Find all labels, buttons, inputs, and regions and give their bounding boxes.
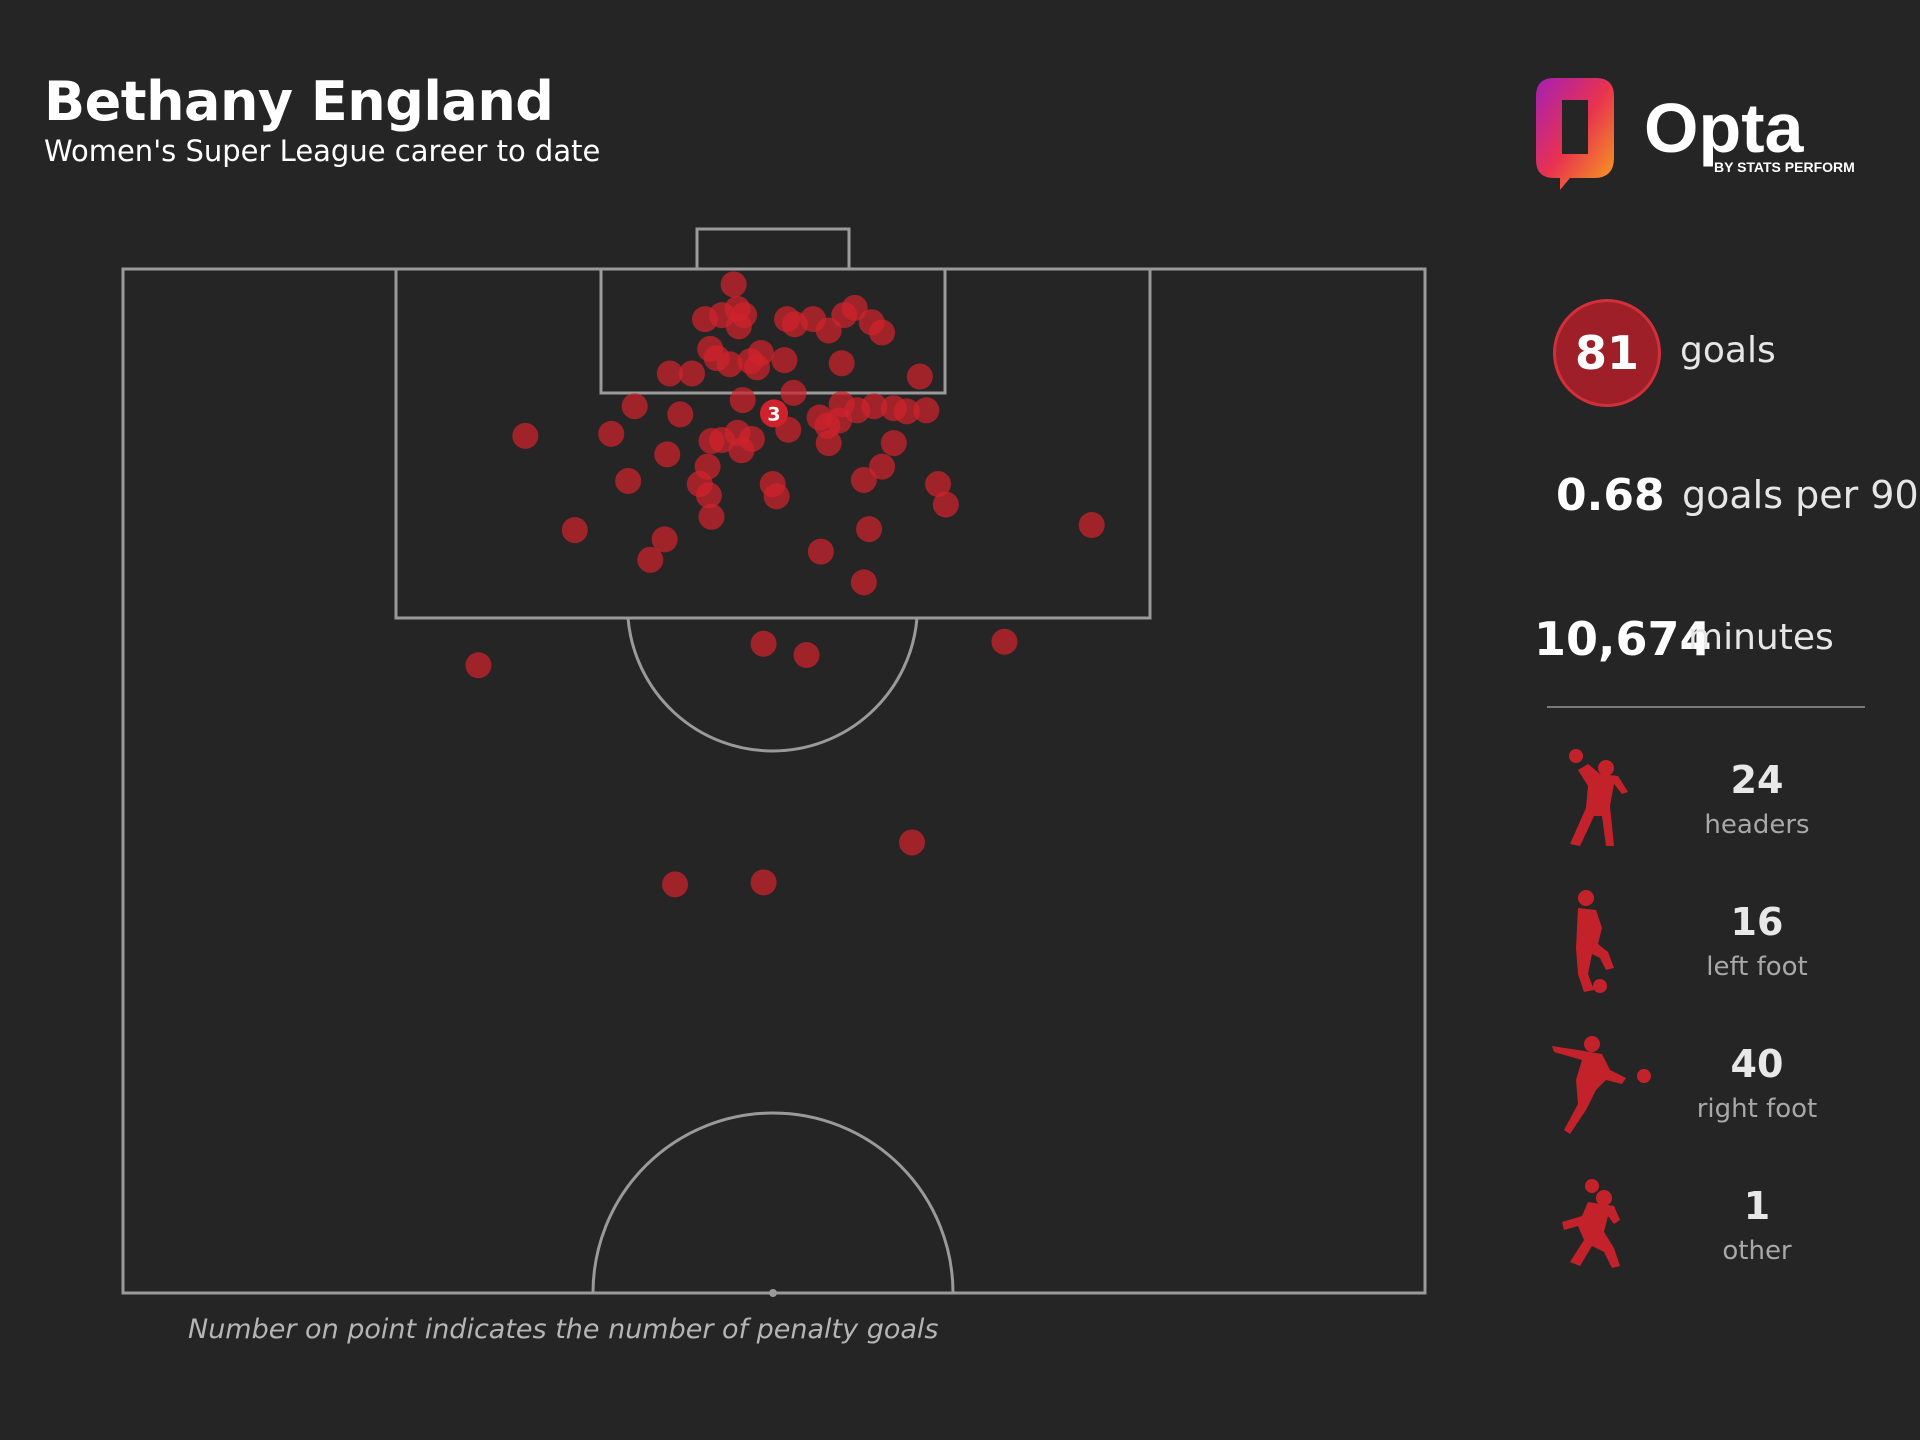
goals-badge: 81 xyxy=(1553,299,1661,407)
goal-dot xyxy=(615,467,642,494)
goal-dot xyxy=(841,294,868,321)
right-foot-player-icon xyxy=(1552,1036,1651,1134)
goal-dot xyxy=(893,398,920,425)
stats-divider xyxy=(1547,706,1865,708)
opta-logo: Opta BY STATS PERFORM xyxy=(1536,78,1855,190)
penalty-area xyxy=(394,267,1152,620)
chart-subtitle: Women's Super League career to date xyxy=(44,134,601,168)
goal-dot xyxy=(656,360,683,387)
goal-dot xyxy=(763,483,790,510)
goal-dots xyxy=(465,271,1105,898)
penalty-goals-dot xyxy=(760,399,788,428)
goal-dot xyxy=(695,482,722,509)
goal-dot xyxy=(869,453,896,480)
goal xyxy=(695,227,851,271)
svg-text:Opta: Opta xyxy=(1644,89,1805,167)
left-foot-label: left foot xyxy=(1706,952,1808,982)
right-foot-label: right foot xyxy=(1696,1094,1818,1124)
penalty-marker: 3 xyxy=(760,399,788,428)
goal-dot xyxy=(512,422,539,449)
goal-dot xyxy=(906,363,933,390)
goal-dot xyxy=(667,401,694,428)
goals-per-90-label: goals per 90 xyxy=(1682,473,1919,517)
goal-dot xyxy=(465,652,492,679)
header-player-icon xyxy=(1569,749,1628,846)
minutes-value: 10,674 xyxy=(1534,612,1712,666)
goal-dot xyxy=(651,526,678,553)
goal-dot xyxy=(698,503,725,530)
goal-dot xyxy=(737,348,764,375)
goal-dot xyxy=(728,437,755,464)
goal-dot xyxy=(678,360,705,387)
goal-dot xyxy=(869,319,896,346)
headers-count: 24 xyxy=(1730,758,1784,802)
goal-dot xyxy=(716,351,743,378)
goal-dot xyxy=(729,387,756,414)
chart-title: Bethany England xyxy=(44,70,554,133)
goal-dot xyxy=(750,869,777,896)
minutes-label: minutes xyxy=(1688,617,1834,658)
goal-dot xyxy=(807,538,834,565)
goal-dot xyxy=(793,642,820,669)
goals-per-90-value: 0.68 xyxy=(1556,470,1665,521)
goal-dot xyxy=(991,628,1018,655)
svg-text:BY STATS PERFORM: BY STATS PERFORM xyxy=(1714,159,1855,175)
goal-dot xyxy=(861,393,888,420)
headers-label: headers xyxy=(1704,810,1810,840)
penalty-goals-count: 3 xyxy=(767,403,780,425)
goal-dot xyxy=(561,517,588,544)
goal-dot xyxy=(691,306,718,333)
right-foot-count: 40 xyxy=(1730,1042,1784,1086)
goal-dot xyxy=(828,350,855,377)
goals-label: goals xyxy=(1680,330,1776,371)
goal-dot xyxy=(899,829,926,856)
goal-dot xyxy=(856,516,883,543)
goal-dot xyxy=(925,471,952,498)
goal-dot xyxy=(598,420,625,447)
left-foot-player-icon xyxy=(1576,890,1614,993)
goal-dot xyxy=(1078,512,1105,538)
goal-dot xyxy=(637,546,664,573)
goal-dot xyxy=(880,430,907,457)
other-label: other xyxy=(1722,1236,1792,1266)
goal-dot xyxy=(750,630,777,657)
goal-dot xyxy=(815,430,842,457)
other-count: 1 xyxy=(1743,1184,1771,1228)
goal-dot xyxy=(850,466,877,493)
penalty-arc xyxy=(626,617,919,753)
goal-dot xyxy=(720,271,747,298)
goal-dot xyxy=(725,313,752,340)
goal-dot xyxy=(932,491,959,518)
goal-dot xyxy=(850,569,877,596)
goal-dot xyxy=(621,393,648,420)
goal-dot xyxy=(780,379,807,406)
other-player-icon xyxy=(1562,1179,1620,1268)
centre-circle xyxy=(591,1111,955,1294)
goal-dot xyxy=(708,427,735,454)
goal-dot xyxy=(654,441,681,468)
goal-dot xyxy=(815,317,842,344)
left-foot-count: 16 xyxy=(1730,900,1784,944)
goal-dot xyxy=(771,347,798,374)
footnote: Number on point indicates the number of … xyxy=(188,1314,939,1345)
goal-dot xyxy=(913,397,940,424)
goal-dot xyxy=(826,407,853,434)
centre-spot xyxy=(769,1289,777,1297)
goal-dot xyxy=(662,871,689,898)
